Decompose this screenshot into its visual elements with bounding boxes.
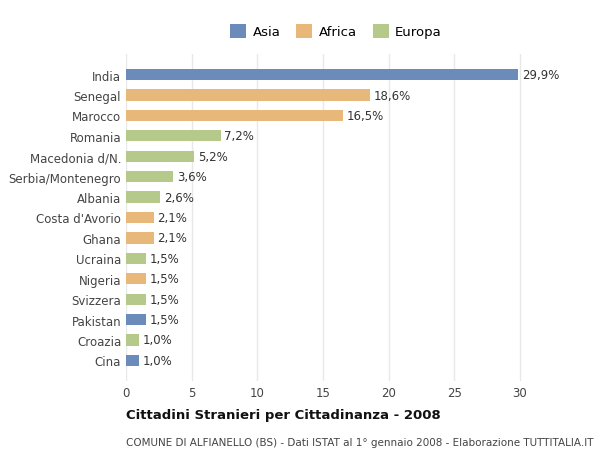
Text: 1,5%: 1,5% bbox=[149, 273, 179, 285]
Bar bbox=[126, 314, 146, 325]
Text: 1,0%: 1,0% bbox=[143, 354, 173, 367]
Bar bbox=[126, 253, 146, 264]
Bar bbox=[126, 131, 221, 142]
Text: COMUNE DI ALFIANELLO (BS) - Dati ISTAT al 1° gennaio 2008 - Elaborazione TUTTITA: COMUNE DI ALFIANELLO (BS) - Dati ISTAT a… bbox=[126, 437, 593, 447]
Text: 1,0%: 1,0% bbox=[143, 334, 173, 347]
Text: Cittadini Stranieri per Cittadinanza - 2008: Cittadini Stranieri per Cittadinanza - 2… bbox=[126, 408, 441, 421]
Bar bbox=[126, 192, 160, 203]
Text: 2,1%: 2,1% bbox=[157, 212, 187, 224]
Text: 5,2%: 5,2% bbox=[198, 151, 228, 163]
Bar bbox=[126, 70, 518, 81]
Text: 7,2%: 7,2% bbox=[224, 130, 254, 143]
Bar bbox=[126, 172, 173, 183]
Text: 2,1%: 2,1% bbox=[157, 232, 187, 245]
Bar bbox=[126, 355, 139, 366]
Legend: Asia, Africa, Europa: Asia, Africa, Europa bbox=[227, 22, 445, 42]
Bar bbox=[126, 294, 146, 305]
Text: 1,5%: 1,5% bbox=[149, 252, 179, 265]
Text: 2,6%: 2,6% bbox=[164, 191, 194, 204]
Bar bbox=[126, 274, 146, 285]
Text: 1,5%: 1,5% bbox=[149, 293, 179, 306]
Text: 16,5%: 16,5% bbox=[347, 110, 384, 123]
Bar bbox=[126, 233, 154, 244]
Bar bbox=[126, 90, 370, 101]
Bar bbox=[126, 111, 343, 122]
Text: 3,6%: 3,6% bbox=[177, 171, 207, 184]
Text: 29,9%: 29,9% bbox=[523, 69, 560, 82]
Bar bbox=[126, 151, 194, 162]
Bar bbox=[126, 213, 154, 224]
Text: 1,5%: 1,5% bbox=[149, 313, 179, 326]
Bar bbox=[126, 335, 139, 346]
Text: 18,6%: 18,6% bbox=[374, 90, 412, 102]
